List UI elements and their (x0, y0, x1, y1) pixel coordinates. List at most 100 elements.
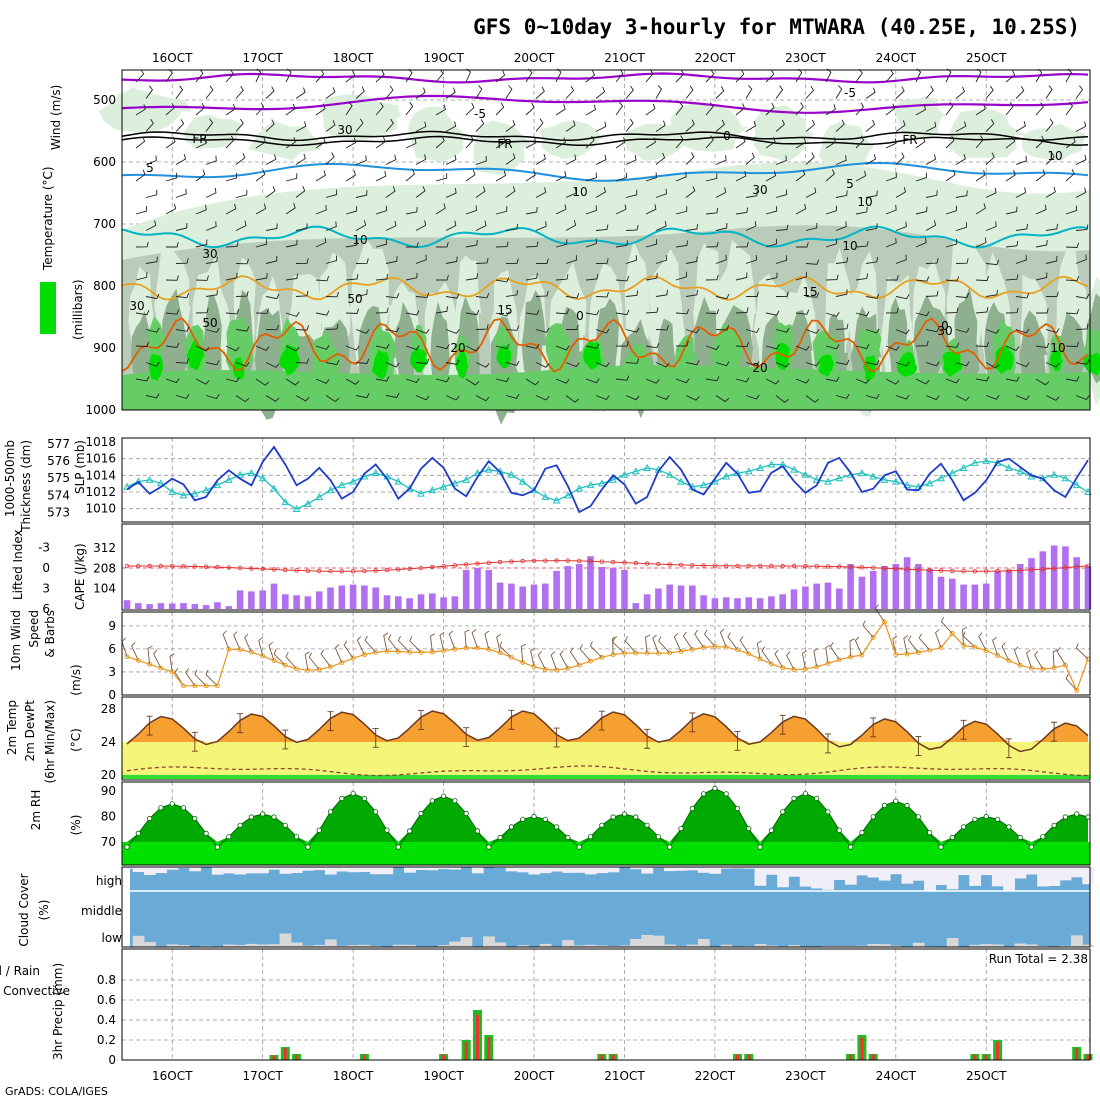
rh-point (734, 805, 741, 812)
wind-barb (175, 292, 190, 299)
wind-barb (295, 325, 310, 331)
wind-barb (925, 290, 939, 297)
wind-barb (495, 137, 506, 149)
rh-point (949, 834, 955, 841)
rh-point (553, 824, 560, 830)
upper-ytick-600: 600 (93, 155, 116, 169)
temp-contour-purple-top (121, 72, 1089, 84)
wind-barb (765, 310, 780, 316)
wind-barb (1035, 378, 1050, 386)
wind-barb (1075, 323, 1089, 330)
cloud-low-gap (596, 945, 608, 947)
wind-barb (445, 121, 457, 132)
cloud-low-gap (200, 945, 213, 947)
thickness-point (598, 479, 606, 487)
wind-barb (355, 220, 367, 231)
thickness-point (236, 470, 244, 478)
wind-barb (1005, 70, 1016, 83)
wind-barb (885, 307, 899, 314)
cloud-low-gap (517, 945, 529, 947)
wind-barb (405, 310, 420, 316)
wind-barb (865, 87, 876, 99)
wind-barb (955, 292, 970, 299)
wind-barb (505, 258, 519, 264)
thickness-point (880, 475, 889, 483)
wind-barb (915, 206, 928, 215)
temperature-fill (127, 711, 1088, 742)
precip-conv-bar (871, 1054, 875, 1060)
thickness-point (993, 458, 1002, 466)
cloud-low-gap (675, 945, 688, 947)
wind-barb (285, 103, 296, 116)
wind-barb (655, 152, 666, 165)
wind-barb (805, 152, 815, 165)
contour-label-13: 10 (1050, 341, 1065, 355)
wind-barb (885, 204, 897, 215)
wind-barb (385, 186, 396, 198)
cloud-high-gap (370, 867, 382, 875)
wind-barb (865, 393, 880, 400)
rh-green-patch-16 (858, 328, 882, 370)
wind-barb (385, 362, 400, 368)
cape-bar-25 (406, 598, 413, 609)
wind-barb (985, 394, 1000, 400)
wind-barb (135, 104, 146, 116)
wind-barb-10m (829, 642, 840, 661)
thickness-ylabel-1: 1000-500mb (3, 440, 17, 517)
minmax-bar (689, 712, 696, 733)
wind-barb (225, 309, 240, 315)
wind-barb (465, 102, 475, 116)
wind-barb (525, 343, 540, 349)
wind-barb (465, 309, 480, 316)
thickness-point (462, 475, 471, 483)
cloud-high-gap (426, 867, 439, 871)
rh-upper-patch-5 (473, 120, 534, 176)
wind-barb (745, 120, 757, 132)
wind-barb (475, 324, 489, 330)
wind-barb (805, 395, 820, 403)
wind-barb (475, 293, 490, 299)
wind-barb-10m (174, 668, 184, 687)
wind-barb (1045, 85, 1053, 99)
cloud-high-gap (313, 867, 326, 871)
rh-point (214, 844, 220, 850)
wind-barb (145, 155, 157, 165)
temp-contour-freezing-a (121, 130, 1089, 142)
thickness-point (971, 458, 979, 466)
wind-barb (465, 135, 474, 149)
wind-barb (225, 377, 240, 383)
rh-point (712, 785, 718, 792)
wind-barb (595, 86, 606, 99)
wind-barb (405, 102, 414, 116)
contour-label-4: FR (902, 133, 917, 147)
rh-point (350, 790, 356, 797)
rh-bright-patch-0 (149, 353, 164, 382)
date-label-bottom-4: 20OCT (514, 1069, 555, 1083)
rh-point (1028, 844, 1035, 850)
wind-barb (945, 342, 960, 348)
slp-ylabel: SLP (mb) (73, 440, 87, 494)
wind-barb (495, 70, 506, 83)
date-label-top-6: 22OCT (695, 51, 736, 65)
wind-barb (325, 189, 338, 198)
wind-barb (615, 341, 629, 347)
cape-bar-42 (598, 567, 606, 609)
wind-barb-10m (875, 604, 885, 623)
wind-barb (746, 291, 759, 297)
wind-barb (175, 85, 184, 99)
wind-barb (265, 86, 275, 99)
wind-barb (265, 223, 278, 231)
wind-barb (795, 137, 807, 149)
slp-tick-1010: 1010 (85, 502, 116, 516)
cloud-high-gap (517, 867, 529, 873)
cloud-low-gap (234, 944, 247, 947)
contour-label-15: 0 (941, 319, 949, 333)
wind-tick-6: 6 (108, 642, 116, 656)
thickness-point (620, 470, 629, 478)
thickness-point (484, 465, 493, 473)
rh-tick-70: 70 (101, 835, 116, 849)
wind-barb (865, 190, 878, 198)
precip-tick-0.6: 0.6 (97, 993, 116, 1007)
wind-barb (295, 121, 307, 132)
wind-barb (825, 169, 835, 182)
